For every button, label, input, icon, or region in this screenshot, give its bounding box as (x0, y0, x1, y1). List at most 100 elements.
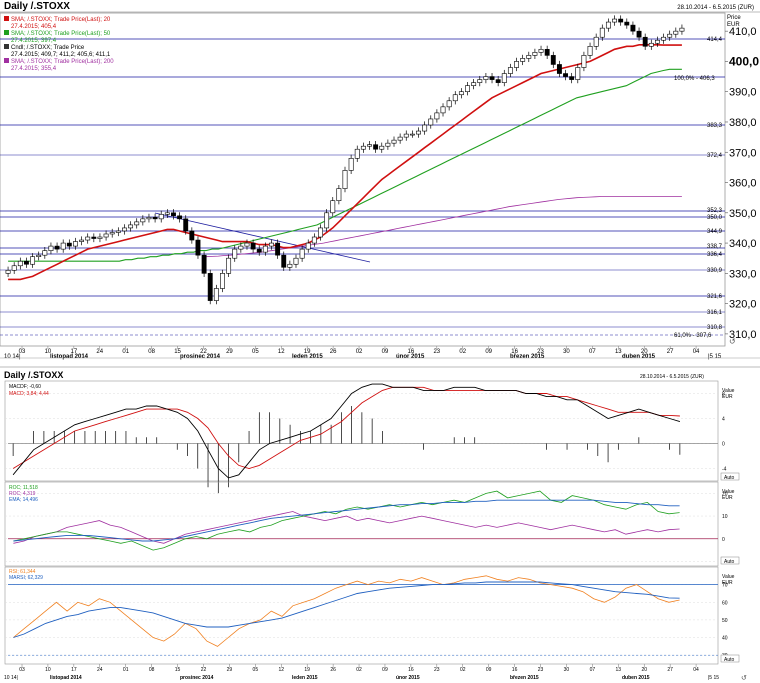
legend-text: ROC; 4,319 (9, 491, 36, 497)
macd-panel-frame (4, 380, 719, 482)
expand-icon[interactable]: ↺ (741, 675, 747, 682)
y-tick-label: -4 (722, 467, 727, 473)
candle-body (128, 224, 134, 229)
price-tick-label: 340,0 (729, 238, 757, 250)
x-day-label: 09 (382, 349, 389, 355)
legend-sma50[interactable]: SMA; /.STOXX; Trade Price(Last); 50 27.4… (4, 30, 111, 44)
trend-line (154, 212, 371, 263)
candle-body (330, 200, 336, 214)
x-day-label: 20 (641, 349, 648, 355)
candle-body (434, 112, 440, 120)
candle-body (140, 218, 146, 223)
candle-body (667, 33, 673, 38)
candle-body (305, 242, 311, 250)
x-month-label: únor 2015 (396, 675, 420, 681)
candle-body (403, 133, 409, 138)
candle-body (122, 227, 127, 232)
candle-body (275, 242, 281, 256)
candle-body (201, 254, 207, 274)
ema-line (13, 499, 680, 542)
candle (85, 233, 91, 244)
candle (311, 233, 317, 247)
sma50-line (8, 68, 682, 262)
x-day-label: 08 (149, 667, 155, 673)
candle-body (183, 218, 189, 232)
candle-body (109, 232, 115, 235)
candle-body (103, 233, 109, 238)
candle-body (409, 133, 415, 136)
legend-text: MACD; 3,84; 4,44 (9, 391, 49, 397)
legend-text: RSI; 61,344 (9, 569, 36, 575)
x-month-label: listopad 2014 (50, 675, 82, 681)
x-month-label: leden 2015 (292, 675, 318, 681)
x-axis-bottom: 03 10 17 24 01 08 15 22 29 05 12 19 26 02 09 16 23 02 09 16… (4, 664, 719, 681)
x-day-label: 23 (537, 349, 544, 355)
x-day-label: 12 (278, 667, 284, 673)
candle (171, 209, 176, 220)
candle (673, 27, 679, 38)
x-month-label: únor 2015 (396, 354, 425, 360)
candle-body (471, 82, 477, 86)
x-day-label: 05 (252, 349, 259, 355)
candle (5, 266, 11, 277)
candle-body (232, 248, 238, 259)
x-day-label: 03 (19, 667, 25, 673)
candle (336, 184, 342, 205)
candle-body (446, 100, 452, 108)
candle (134, 218, 140, 229)
expand-icon[interactable]: ↺ (729, 337, 736, 346)
candle-body (599, 27, 605, 38)
candle-body (324, 212, 330, 229)
candle (305, 239, 311, 253)
legend-sma20[interactable]: SMA; /.STOXX; Trade Price(Last); 20 27.4… (4, 16, 111, 30)
candle (73, 237, 78, 250)
roc-auto-button[interactable] (720, 556, 740, 565)
legend-sma200[interactable]: SMA; /.STOXX; Trade Price(Last); 200 27.… (4, 58, 114, 72)
candle-body (256, 248, 262, 253)
candle (440, 103, 446, 117)
candle-body (379, 145, 385, 150)
roc1-line (13, 490, 680, 551)
legend-value: 27.4.2015; 355,4 (11, 66, 57, 72)
candle-body (465, 85, 470, 93)
x-day-label: 10 (45, 349, 52, 355)
candle (569, 72, 575, 84)
candle-body (207, 273, 213, 301)
x-day-label: 08 (148, 349, 155, 355)
candle-body (538, 49, 544, 53)
macd-auto-button[interactable] (720, 472, 740, 481)
x-day-label: 04 (693, 349, 700, 355)
x-day-label: 09 (382, 667, 388, 673)
candle (514, 57, 519, 72)
x-day-label: 12 (278, 349, 285, 355)
candle (213, 284, 219, 305)
sma200-line (205, 196, 682, 258)
x-day-label: 13 (616, 667, 622, 673)
rsi-auto-button[interactable] (720, 654, 740, 663)
macd-legend: MACDF; -0,60 MACD; 3,84; 4,44 (9, 384, 49, 397)
price-tick-label: 350,0 (729, 208, 757, 220)
candle-body (158, 214, 164, 220)
candle-body (250, 242, 256, 250)
rsi-lines (13, 575, 680, 647)
candle (409, 130, 415, 138)
candle-body (134, 221, 140, 226)
price-axis: 410,0 400,0 390,0 380,0 370,0 360,0 350,0 340,0… (725, 26, 759, 341)
candle-body (238, 245, 244, 250)
candle-body (385, 142, 391, 147)
legend-text: Cndl; /.STOXX; Trade Price (11, 45, 85, 51)
candle-body (97, 236, 103, 239)
candle (434, 109, 440, 123)
fib-label-100: 100,0% - 406,3 (674, 76, 715, 82)
horizontal-levels (0, 38, 725, 336)
x-day-label: 17 (71, 349, 78, 355)
candle (60, 239, 66, 253)
candle-body (342, 170, 348, 189)
legend-candle[interactable]: Cndl; /.STOXX; Trade Price 27.4.2015; 40… (4, 44, 111, 58)
macd-currency: EUR (722, 394, 733, 400)
candle-body (416, 130, 421, 135)
candle (269, 239, 274, 250)
candle (612, 15, 617, 26)
